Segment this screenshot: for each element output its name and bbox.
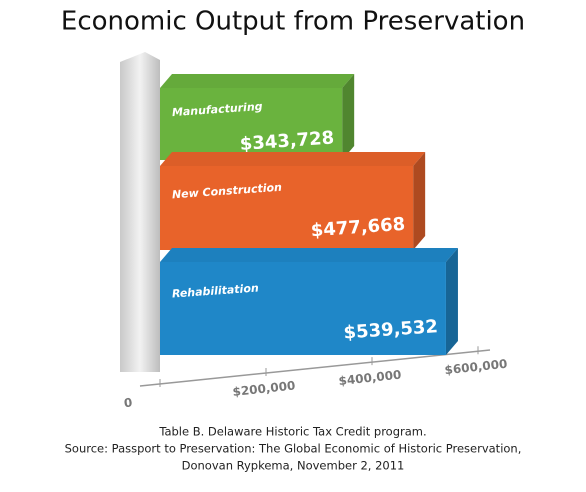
caption: Donovan Rypkema, November 2, 2011 [182,459,405,473]
bar-top [160,152,426,166]
bar [160,166,414,250]
category-label: Manufacturing [172,100,264,119]
x-tick-label: $600,000 [444,357,508,378]
back-wall [120,52,160,372]
bar [160,88,343,160]
x-tick-label: $200,000 [232,378,296,399]
chart-title: Economic Output from Preservation [61,7,525,37]
bar [160,262,446,355]
bar-top [160,248,458,262]
caption: Source: Passport to Preservation: The Gl… [65,442,522,456]
bar-side [413,152,426,250]
x-axis [139,349,491,387]
bar-side [445,248,458,355]
caption: Table B. Delaware Historic Tax Credit pr… [158,425,426,439]
x-tick-label: 0 [123,395,133,410]
bar-top [160,74,355,88]
bar-side [342,74,355,160]
x-tick-label: $400,000 [338,368,402,389]
category-label: Rehabilitation [172,281,260,300]
